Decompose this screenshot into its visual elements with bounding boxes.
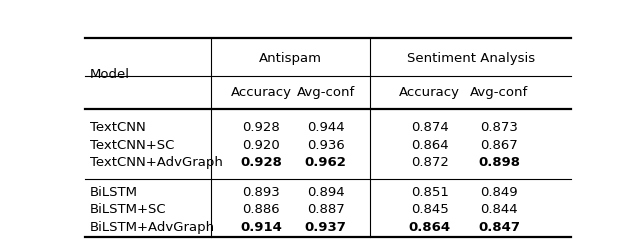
Text: TextCNN+SC: TextCNN+SC xyxy=(90,138,174,151)
Text: 0.962: 0.962 xyxy=(305,156,346,168)
Text: BiLSTM: BiLSTM xyxy=(90,185,138,198)
Text: Model: Model xyxy=(90,68,130,81)
Text: 0.844: 0.844 xyxy=(480,202,518,215)
Text: 0.872: 0.872 xyxy=(411,156,449,168)
Text: 0.864: 0.864 xyxy=(411,138,449,151)
Text: 0.873: 0.873 xyxy=(480,121,518,134)
Text: 0.928: 0.928 xyxy=(240,156,282,168)
Text: 0.849: 0.849 xyxy=(480,185,518,198)
Text: 0.864: 0.864 xyxy=(408,220,451,233)
Text: 0.845: 0.845 xyxy=(411,202,449,215)
Text: 0.894: 0.894 xyxy=(307,185,344,198)
Text: 0.874: 0.874 xyxy=(411,121,449,134)
Text: 0.886: 0.886 xyxy=(242,202,280,215)
Text: Avg-conf: Avg-conf xyxy=(470,86,528,99)
Text: BiLSTM+SC: BiLSTM+SC xyxy=(90,202,166,215)
Text: 0.936: 0.936 xyxy=(307,138,344,151)
Text: TextCNN+AdvGraph: TextCNN+AdvGraph xyxy=(90,156,223,168)
Text: Accuracy: Accuracy xyxy=(230,86,292,99)
Text: Antispam: Antispam xyxy=(259,52,323,64)
Text: 0.937: 0.937 xyxy=(305,220,346,233)
Text: 0.920: 0.920 xyxy=(242,138,280,151)
Text: Avg-conf: Avg-conf xyxy=(296,86,355,99)
Text: Sentiment Analysis: Sentiment Analysis xyxy=(406,52,534,64)
Text: 0.898: 0.898 xyxy=(478,156,520,168)
Text: 0.887: 0.887 xyxy=(307,202,344,215)
Text: 0.847: 0.847 xyxy=(478,220,520,233)
Text: 0.928: 0.928 xyxy=(242,121,280,134)
Text: 0.867: 0.867 xyxy=(480,138,518,151)
Text: 0.944: 0.944 xyxy=(307,121,344,134)
Text: TextCNN: TextCNN xyxy=(90,121,146,134)
Text: 0.914: 0.914 xyxy=(240,220,282,233)
Text: 0.893: 0.893 xyxy=(242,185,280,198)
Text: BiLSTM+AdvGraph: BiLSTM+AdvGraph xyxy=(90,220,215,233)
Text: 0.851: 0.851 xyxy=(411,185,449,198)
Text: Accuracy: Accuracy xyxy=(399,86,460,99)
